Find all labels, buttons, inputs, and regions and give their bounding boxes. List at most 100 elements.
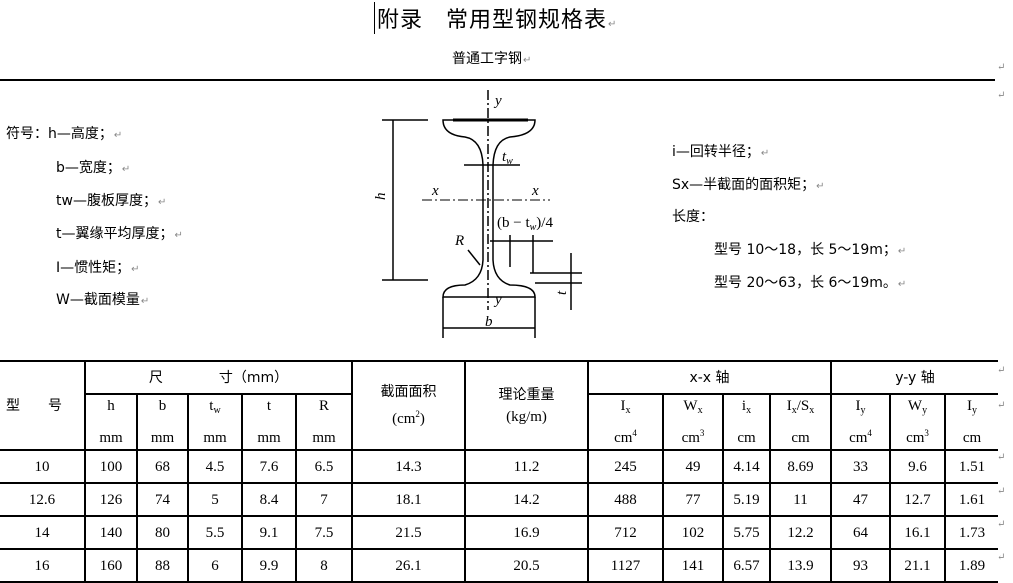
table-cell: 33 bbox=[830, 449, 891, 484]
table-cell: 140 bbox=[84, 515, 138, 550]
table-cell: 20.5 bbox=[464, 548, 589, 583]
diagram-label-x-left: x bbox=[431, 183, 439, 199]
table-cell: 9.9 bbox=[241, 548, 297, 583]
table-cell: 49 bbox=[662, 449, 724, 484]
table-cell: 74 bbox=[136, 482, 189, 517]
i-beam-cross-section-diagram: y y x x h b tw R t (b − tw)/4 bbox=[373, 90, 582, 338]
table-cell: 16.1 bbox=[889, 515, 946, 550]
symbol-h: 符号：h—高度； bbox=[6, 123, 122, 143]
header-xx-axis: x-x 轴 bbox=[587, 360, 832, 395]
symbol-w: W—截面模量 bbox=[56, 289, 149, 309]
table-row: 16 160 88 6 9.9 8 26.1 20.5 1127 141 6.57 13.9 93 21.… bbox=[0, 548, 998, 583]
table-cell: 1127 bbox=[587, 548, 664, 583]
length-range-1: 型号 10～18，长 5～19m； bbox=[714, 239, 906, 259]
diagram-label-b: b bbox=[485, 314, 493, 330]
header-dimensions: 尺 寸（mm） bbox=[84, 360, 353, 395]
diagram-label-h: h bbox=[373, 193, 389, 201]
section-subtitle: 普通工字钢 bbox=[452, 48, 531, 68]
table-cell: 160 bbox=[84, 548, 138, 583]
table-cell: 18.1 bbox=[351, 482, 466, 517]
table-cell: 141 bbox=[662, 548, 724, 583]
table-cell: 14 bbox=[0, 515, 86, 550]
table-cell: 712 bbox=[587, 515, 664, 550]
table-cell: 16.9 bbox=[464, 515, 589, 550]
table-cell: 21.1 bbox=[889, 548, 946, 583]
table-cell: 7 bbox=[295, 482, 353, 517]
table-row: 12.6 126 74 5 8.4 7 18.1 14.2 488 77 5.19 11 47 12.7 1… bbox=[0, 482, 998, 517]
table-cell: 8.4 bbox=[241, 482, 297, 517]
subheader-cell: Iy cm bbox=[944, 393, 998, 451]
table-cell: 12.2 bbox=[769, 515, 832, 550]
table-cell: 26.1 bbox=[351, 548, 466, 583]
table-cell: 4.5 bbox=[187, 449, 243, 484]
table-cell: 8.69 bbox=[769, 449, 832, 484]
symbol-sx: Sx—半截面的面积矩； bbox=[672, 174, 825, 194]
subheader-cell: Wy cm3 bbox=[889, 393, 946, 451]
subheader-cell: tw mm bbox=[187, 393, 243, 451]
diagram-label-r: R bbox=[454, 233, 464, 249]
table-cell: 6 bbox=[187, 548, 243, 583]
table-cell: 6.5 bbox=[295, 449, 353, 484]
table-cell: 7.5 bbox=[295, 515, 353, 550]
table-cell: 9.6 bbox=[889, 449, 946, 484]
subheader-cell: Iy cm4 bbox=[830, 393, 891, 451]
diagram-label-tw: tw bbox=[502, 149, 513, 167]
diagram-label-y-top: y bbox=[493, 93, 502, 109]
subheader-cell: Ix cm4 bbox=[587, 393, 664, 451]
table-cell: 245 bbox=[587, 449, 664, 484]
table-cell: 126 bbox=[84, 482, 138, 517]
subheader-cell: ix cm bbox=[722, 393, 771, 451]
table-cell: 7.6 bbox=[241, 449, 297, 484]
subheader-cell: t mm bbox=[241, 393, 297, 451]
diagram-label-y-bottom: y bbox=[493, 292, 502, 308]
table-cell: 100 bbox=[84, 449, 138, 484]
table-cell: 5.5 bbox=[187, 515, 243, 550]
table-row: 10 100 68 4.5 7.6 6.5 14.3 11.2 245 49 4.14 8.69 33 9… bbox=[0, 449, 998, 484]
table-cell: 93 bbox=[830, 548, 891, 583]
table-cell: 1.51 bbox=[944, 449, 998, 484]
symbol-tw: tw—腹板厚度； bbox=[56, 190, 166, 210]
table-cell: 8 bbox=[295, 548, 353, 583]
table-cell: 47 bbox=[830, 482, 891, 517]
table-cell: 5.75 bbox=[722, 515, 771, 550]
table-cell: 9.1 bbox=[241, 515, 297, 550]
i-beam-spec-table: 型 号 尺 寸（mm） 截面面积 (cm2) 理论重量 (kg/m) x-x 轴 y… bbox=[0, 360, 998, 583]
table-cell: 10 bbox=[0, 449, 86, 484]
table-cell: 1.89 bbox=[944, 548, 998, 583]
table-cell: 11 bbox=[769, 482, 832, 517]
table-cell: 21.5 bbox=[351, 515, 466, 550]
symbol-i: I—惯性矩； bbox=[56, 257, 140, 277]
table-cell: 1.61 bbox=[944, 482, 998, 517]
subheader-cell: Ix/Sx cm bbox=[769, 393, 832, 451]
table-cell: 5 bbox=[187, 482, 243, 517]
symbol-t: t—翼缘平均厚度； bbox=[56, 223, 183, 243]
page-title: 附录 常用型钢规格表 bbox=[374, 2, 617, 34]
table-row: 14 140 80 5.5 9.1 7.5 21.5 16.9 712 102 5.75 12.2 64… bbox=[0, 515, 998, 550]
symbol-radius: i—回转半径； bbox=[672, 141, 769, 161]
table-cell: 77 bbox=[662, 482, 724, 517]
table-cell: 1.73 bbox=[944, 515, 998, 550]
symbol-b: b—宽度； bbox=[56, 157, 130, 177]
subheader-cell: h mm bbox=[84, 393, 138, 451]
table-cell: 13.9 bbox=[769, 548, 832, 583]
diagram-label-x-right: x bbox=[531, 183, 539, 199]
header-model: 型 号 bbox=[0, 360, 86, 451]
table-cell: 88 bbox=[136, 548, 189, 583]
diagram-label-t: t bbox=[554, 290, 570, 295]
table-cell: 64 bbox=[830, 515, 891, 550]
horizontal-rule bbox=[0, 79, 995, 81]
table-cell: 488 bbox=[587, 482, 664, 517]
header-row-1: 型 号 尺 寸（mm） 截面面积 (cm2) 理论重量 (kg/m) x-x 轴 y… bbox=[0, 360, 998, 451]
header-area: 截面面积 (cm2) bbox=[351, 360, 466, 451]
subheader-cell: b mm bbox=[136, 393, 189, 451]
table-cell: 11.2 bbox=[464, 449, 589, 484]
table-cell: 80 bbox=[136, 515, 189, 550]
table-cell: 12.6 bbox=[0, 482, 86, 517]
table-cell: 5.19 bbox=[722, 482, 771, 517]
table-cell: 102 bbox=[662, 515, 724, 550]
header-weight: 理论重量 (kg/m) bbox=[464, 360, 589, 451]
header-yy-axis: y-y 轴 bbox=[830, 360, 998, 395]
table-cell: 6.57 bbox=[722, 548, 771, 583]
